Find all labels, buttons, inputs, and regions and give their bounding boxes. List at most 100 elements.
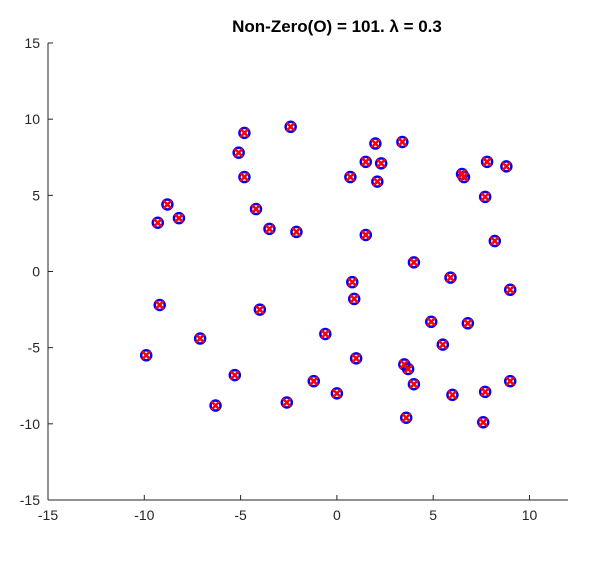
- point: [307, 374, 321, 388]
- y-tick-label: 10: [24, 111, 40, 127]
- point: [370, 138, 381, 149]
- point: [210, 400, 221, 411]
- point: [403, 364, 414, 374]
- point: [369, 137, 382, 150]
- point: [319, 327, 332, 341]
- point: [501, 161, 512, 172]
- point: [308, 376, 319, 387]
- point: [407, 256, 421, 269]
- point: [360, 156, 371, 167]
- point: [249, 202, 263, 216]
- point: [162, 199, 173, 210]
- point: [503, 374, 517, 388]
- point: [459, 172, 469, 182]
- point: [347, 277, 358, 288]
- point: [349, 294, 360, 304]
- point: [290, 225, 303, 239]
- point: [409, 379, 419, 390]
- point: [238, 170, 251, 184]
- x-tick-label: 5: [429, 507, 437, 523]
- point: [436, 338, 450, 351]
- point: [239, 127, 250, 138]
- point: [488, 234, 502, 248]
- point: [228, 368, 242, 382]
- point: [141, 350, 152, 361]
- point: [446, 388, 459, 402]
- point: [345, 172, 356, 182]
- y-tick-label: 0: [32, 264, 40, 280]
- point: [291, 227, 302, 237]
- point: [376, 158, 387, 169]
- point: [396, 135, 409, 149]
- point: [139, 349, 153, 362]
- y-tick-label: -5: [28, 340, 41, 356]
- point: [238, 126, 251, 140]
- point: [232, 146, 245, 159]
- point: [281, 397, 292, 408]
- point: [254, 304, 265, 315]
- point: [280, 396, 294, 409]
- point: [284, 120, 297, 134]
- point: [151, 216, 165, 230]
- point: [195, 333, 206, 344]
- point: [154, 300, 165, 310]
- point: [285, 121, 296, 132]
- point: [409, 257, 419, 268]
- y-tick-label: 5: [32, 187, 40, 203]
- point: [153, 298, 166, 312]
- point: [320, 329, 331, 339]
- point: [374, 157, 388, 170]
- point: [346, 275, 359, 289]
- point: [360, 230, 371, 240]
- point: [161, 198, 174, 211]
- point: [397, 137, 408, 147]
- point: [482, 156, 492, 167]
- point: [477, 416, 490, 429]
- point: [480, 155, 494, 169]
- x-tick-label: 0: [333, 507, 341, 523]
- point: [263, 222, 276, 236]
- point: [480, 191, 491, 202]
- point: [351, 353, 362, 364]
- point: [332, 388, 342, 399]
- point: [233, 147, 244, 158]
- point: [426, 316, 437, 327]
- y-tick-label: 15: [24, 35, 40, 51]
- point: [209, 399, 222, 412]
- point: [229, 370, 240, 380]
- point: [478, 417, 489, 428]
- x-tick-label: -5: [234, 507, 247, 523]
- point: [253, 303, 267, 316]
- point: [505, 284, 516, 295]
- point: [437, 339, 448, 350]
- point: [407, 377, 421, 391]
- point: [444, 271, 457, 284]
- point: [193, 332, 207, 345]
- point: [399, 411, 413, 424]
- point: [152, 217, 163, 228]
- point: [359, 228, 373, 242]
- point: [330, 387, 344, 400]
- x-tick-label: 10: [522, 507, 538, 523]
- x-tick-label: -15: [38, 507, 58, 523]
- point: [401, 412, 412, 423]
- point: [478, 190, 492, 204]
- x-tick-label: -10: [134, 507, 154, 523]
- point: [251, 204, 261, 214]
- point: [503, 283, 517, 297]
- point: [359, 155, 373, 169]
- point: [347, 292, 361, 306]
- point: [489, 236, 500, 246]
- point: [344, 170, 357, 184]
- point: [264, 223, 275, 234]
- point: [172, 211, 186, 225]
- y-tick-label: -15: [20, 492, 40, 508]
- point: [401, 362, 415, 376]
- point: [461, 317, 475, 330]
- point: [239, 172, 250, 182]
- y-tick-label: -10: [20, 416, 40, 432]
- point: [371, 175, 384, 188]
- point: [174, 213, 184, 224]
- point: [425, 315, 438, 329]
